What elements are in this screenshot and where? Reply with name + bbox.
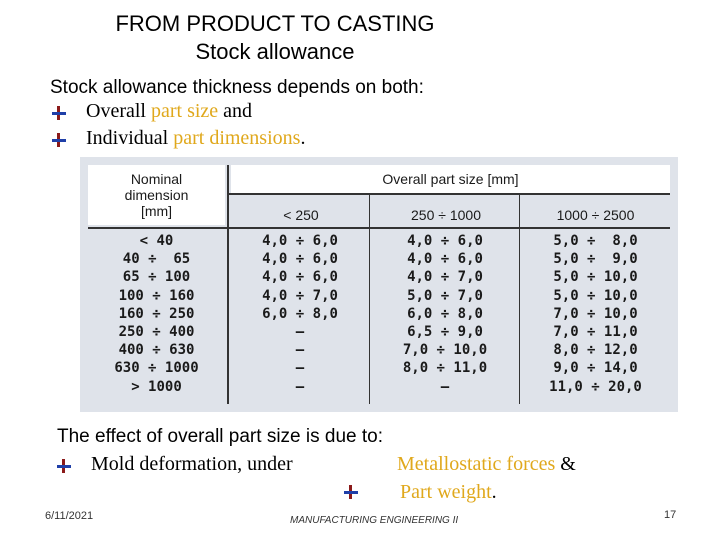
- bullet-rest: &: [555, 453, 576, 475]
- bullet-icon: [52, 133, 66, 147]
- table-cell: 5,0 ÷ 7,0: [407, 287, 483, 304]
- table-cell: –: [295, 378, 305, 395]
- overall-header-bg: [231, 165, 670, 193]
- table-cell: 4,0 ÷ 6,0: [407, 251, 483, 268]
- bullet-highlight: part dimensions: [173, 127, 301, 149]
- bullet-text: Overall: [86, 100, 151, 122]
- bullet-rest: and: [218, 100, 253, 122]
- bullet-icon: [57, 459, 71, 473]
- table-cell: –: [440, 378, 450, 395]
- nominal-header: Nominal dimension [mm]: [88, 171, 225, 219]
- table-cell: 4,0 ÷ 6,0: [262, 233, 338, 249]
- nominal-header-line: dimension: [124, 187, 189, 203]
- stock-allowance-table: Nominal dimension [mm] Overall part size…: [80, 157, 678, 412]
- table-row-dimension: 65 ÷ 100: [122, 269, 191, 286]
- table-cell: 11,0 ÷ 20,0: [549, 378, 642, 395]
- heading-depends: Stock allowance thickness depends on bot…: [50, 77, 424, 98]
- bullet-highlight: Metallostatic forces: [397, 453, 556, 475]
- bullet-text: Individual: [86, 127, 174, 149]
- bullet-highlight: part size: [150, 100, 219, 122]
- footer-date: 6/11/2021: [45, 510, 94, 522]
- table-cell: 9,0 ÷ 14,0: [553, 360, 638, 377]
- table-row-dimension: < 40: [139, 233, 174, 249]
- bullet-rest: .: [491, 481, 497, 503]
- table-body: Nominal dimension [mm] Overall part size…: [88, 165, 670, 404]
- table-cell: 4,0 ÷ 6,0: [262, 269, 338, 286]
- bullet-highlight: Part weight: [400, 481, 492, 503]
- nominal-header-bg: [88, 165, 225, 225]
- nominal-header-line: [mm]: [140, 203, 173, 219]
- col-header: 1000 ÷ 2500: [556, 207, 635, 223]
- column-divider: [369, 195, 370, 404]
- heading-effect: The effect of overall part size is due t…: [57, 426, 383, 447]
- table-cell: 5,0 ÷ 9,0: [553, 251, 638, 268]
- table-row-dimension: 630 ÷ 1000: [114, 360, 199, 377]
- table-row-dimension: 160 ÷ 250: [118, 305, 195, 322]
- title-line-2: Stock allowance: [195, 39, 355, 64]
- table-cell: 4,0 ÷ 6,0: [262, 251, 338, 268]
- table-cell: 7,0 ÷ 10,0: [553, 305, 638, 322]
- bullet-mold-deformation: Mold deformation, under Metallostatic fo…: [57, 453, 617, 477]
- bullet-rest: .: [300, 127, 306, 149]
- header-divider: [88, 227, 670, 229]
- table-cell: 5,0 ÷ 8,0: [553, 233, 638, 249]
- table-cell: 5,0 ÷ 10,0: [553, 287, 638, 304]
- col-header: < 250: [283, 207, 319, 223]
- table-cell: 5,0 ÷ 10,0: [553, 269, 638, 286]
- nominal-header-line: Nominal: [130, 171, 183, 187]
- footer-page-number: 17: [664, 509, 677, 521]
- table-row-dimension: 100 ÷ 160: [118, 287, 195, 304]
- table-cell: –: [295, 360, 305, 377]
- table-cell: 6,5 ÷ 9,0: [407, 324, 483, 340]
- bullet-text: Mold deformation, under: [91, 453, 293, 475]
- table-cell: 4,0 ÷ 7,0: [407, 269, 483, 286]
- table-cell: 4,0 ÷ 6,0: [407, 233, 483, 249]
- column-divider: [227, 165, 229, 404]
- table-row-dimension: 40 ÷ 65: [122, 251, 191, 268]
- table-row-dimension: 250 ÷ 400: [118, 324, 195, 340]
- table-cell: 7,0 ÷ 11,0: [553, 324, 638, 340]
- header-divider: [229, 193, 670, 195]
- table-cell: –: [295, 324, 305, 340]
- col-header: 250 ÷ 1000: [411, 207, 481, 223]
- bullet-icon: [52, 106, 66, 120]
- table-row-dimension: > 1000: [131, 378, 182, 395]
- table-cell: –: [295, 342, 305, 359]
- table-cell: 8,0 ÷ 11,0: [402, 360, 488, 377]
- table-row-dimension: 400 ÷ 630: [118, 342, 195, 359]
- footer-course: MANUFACTURING ENGINEERING II: [290, 515, 459, 526]
- bullet-icon: [344, 485, 358, 499]
- table-cell: 7,0 ÷ 10,0: [402, 342, 488, 359]
- title-line-1: FROM PRODUCT TO CASTING: [115, 11, 435, 36]
- slide-title: FROM PRODUCT TO CASTING Stock allowance: [60, 10, 490, 66]
- column-divider: [519, 195, 520, 404]
- table-cell: 6,0 ÷ 8,0: [407, 305, 483, 322]
- table-cell: 6,0 ÷ 8,0: [262, 305, 338, 322]
- table-cell: 8,0 ÷ 12,0: [553, 342, 638, 359]
- table-cell: 4,0 ÷ 7,0: [262, 287, 338, 304]
- overall-header: Overall part size [mm]: [382, 171, 519, 187]
